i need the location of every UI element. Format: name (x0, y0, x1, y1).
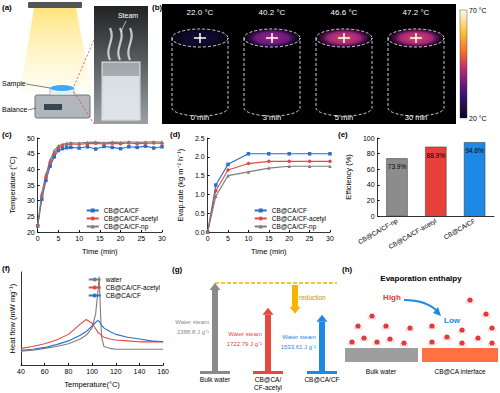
svg-text:73.9%: 73.9% (388, 163, 407, 170)
svg-text:80: 80 (64, 368, 72, 375)
svg-text:140: 140 (134, 368, 146, 375)
svg-text:Efficiency (%): Efficiency (%) (344, 154, 353, 200)
svg-text:35: 35 (27, 182, 35, 189)
svg-text:Evaporation enthalpy: Evaporation enthalpy (380, 274, 462, 283)
svg-text:40: 40 (17, 368, 25, 375)
svg-text:1722.79 J g⁻¹: 1722.79 J g⁻¹ (227, 341, 262, 347)
svg-text:water: water (105, 276, 123, 283)
svg-text:Heat flow (mW mg⁻¹): Heat flow (mW mg⁻¹) (8, 283, 17, 353)
svg-text:reduction: reduction (299, 294, 326, 301)
svg-text:60: 60 (367, 166, 375, 173)
svg-text:0: 0 (206, 235, 210, 242)
svg-text:1533.61 J g⁻¹: 1533.61 J g⁻¹ (281, 344, 316, 350)
svg-text:CB@CA/: CB@CA/ (255, 376, 282, 383)
svg-text:Evap.rate (kg m⁻² h⁻¹): Evap.rate (kg m⁻² h⁻¹) (176, 148, 185, 221)
svg-text:0.5: 0.5 (195, 210, 205, 217)
svg-text:Time (min): Time (min) (251, 247, 287, 256)
svg-text:20: 20 (27, 229, 35, 236)
svg-text:CB@CA/CF-np: CB@CA/CF-np (104, 223, 149, 231)
svg-text:88.9%: 88.9% (427, 152, 446, 159)
svg-text:94.6%: 94.6% (465, 147, 484, 154)
svg-text:2.0: 2.0 (195, 153, 205, 160)
svg-text:Water steam: Water steam (175, 319, 209, 325)
svg-text:Temperature (°C): Temperature (°C) (8, 156, 17, 214)
svg-text:CB@CA interface: CB@CA interface (434, 368, 485, 375)
svg-text:80: 80 (367, 150, 375, 157)
svg-text:Low: Low (444, 316, 461, 325)
svg-text:40: 40 (367, 181, 375, 188)
svg-text:50: 50 (27, 135, 35, 142)
svg-text:25: 25 (27, 213, 35, 220)
svg-text:0: 0 (36, 235, 40, 242)
svg-text:(e): (e) (338, 130, 348, 139)
svg-text:47.2 °C: 47.2 °C (403, 8, 430, 17)
svg-text:(a): (a) (2, 3, 12, 12)
svg-text:5 min: 5 min (335, 113, 353, 122)
svg-text:Water steam: Water steam (228, 331, 262, 337)
svg-text:(g): (g) (172, 265, 183, 274)
svg-text:70 °C: 70 °C (469, 7, 487, 14)
svg-text:100: 100 (86, 368, 98, 375)
svg-text:Water steam: Water steam (282, 334, 316, 340)
svg-text:25: 25 (306, 235, 314, 242)
svg-text:2.5: 2.5 (195, 135, 205, 142)
svg-text:15: 15 (96, 235, 104, 242)
svg-text:CB@CA/CF-acetyl: CB@CA/CF-acetyl (106, 284, 161, 292)
svg-text:30: 30 (158, 235, 166, 242)
svg-text:25: 25 (137, 235, 145, 242)
svg-text:10: 10 (75, 235, 83, 242)
svg-text:20 °C: 20 °C (469, 115, 487, 122)
svg-text:40: 40 (27, 166, 35, 173)
svg-text:160: 160 (157, 368, 169, 375)
svg-text:CB@CA/CF-acetyl: CB@CA/CF-acetyl (387, 217, 438, 251)
svg-text:30: 30 (326, 235, 334, 242)
svg-text:46.6 °C: 46.6 °C (331, 8, 358, 17)
svg-text:45: 45 (27, 150, 35, 157)
svg-text:(c): (c) (2, 130, 12, 139)
svg-text:20: 20 (367, 197, 375, 204)
svg-text:60: 60 (41, 368, 49, 375)
svg-text:15: 15 (265, 235, 273, 242)
svg-text:1.0: 1.0 (195, 191, 205, 198)
svg-text:22.0 °C: 22.0 °C (187, 8, 214, 17)
svg-text:(f): (f) (2, 264, 10, 273)
svg-text:20: 20 (285, 235, 293, 242)
svg-text:(b): (b) (152, 3, 163, 12)
svg-text:5: 5 (226, 235, 230, 242)
svg-text:CB@CA/CF-acetyl: CB@CA/CF-acetyl (104, 215, 159, 223)
svg-text:CB@CA/CF: CB@CA/CF (106, 292, 141, 299)
svg-text:(h): (h) (342, 265, 353, 274)
svg-text:Bulk water: Bulk water (200, 376, 231, 383)
svg-text:High: High (383, 293, 401, 302)
svg-text:CF-acetyl: CF-acetyl (254, 384, 282, 392)
svg-text:CB@CA/CF-np: CB@CA/CF-np (272, 223, 317, 231)
svg-text:30: 30 (27, 197, 35, 204)
svg-text:(d): (d) (170, 130, 181, 139)
svg-text:1.5: 1.5 (195, 172, 205, 179)
svg-text:CB@CA/CF: CB@CA/CF (442, 217, 476, 241)
svg-text:20: 20 (117, 235, 125, 242)
svg-text:0.0: 0.0 (195, 229, 205, 236)
svg-text:Steam: Steam (118, 12, 138, 19)
svg-text:0 min: 0 min (191, 113, 209, 122)
svg-text:0: 0 (371, 213, 375, 220)
svg-text:CB@CA/CF: CB@CA/CF (104, 207, 139, 214)
svg-text:CB@CA/CF-np: CB@CA/CF-np (356, 217, 399, 246)
svg-text:CB@CA/CF-acetyl: CB@CA/CF-acetyl (272, 215, 327, 223)
svg-text:5: 5 (56, 235, 60, 242)
svg-text:Sample: Sample (2, 80, 26, 88)
svg-text:Temperature(°C): Temperature(°C) (64, 380, 120, 389)
svg-text:CB@CA/CF: CB@CA/CF (272, 207, 307, 214)
svg-text:40.2 °C: 40.2 °C (259, 8, 286, 17)
svg-text:2388.8 J g⁻¹: 2388.8 J g⁻¹ (177, 329, 209, 335)
svg-text:Balance: Balance (2, 106, 27, 113)
svg-text:30 min: 30 min (405, 113, 428, 122)
svg-text:Time (min): Time (min) (82, 247, 118, 256)
svg-text:10: 10 (245, 235, 253, 242)
svg-text:CB@CA/CF: CB@CA/CF (304, 376, 339, 383)
svg-text:3 min: 3 min (263, 113, 281, 122)
svg-text:120: 120 (110, 368, 122, 375)
svg-text:100: 100 (363, 135, 375, 142)
svg-text:Bulk water: Bulk water (366, 368, 397, 375)
